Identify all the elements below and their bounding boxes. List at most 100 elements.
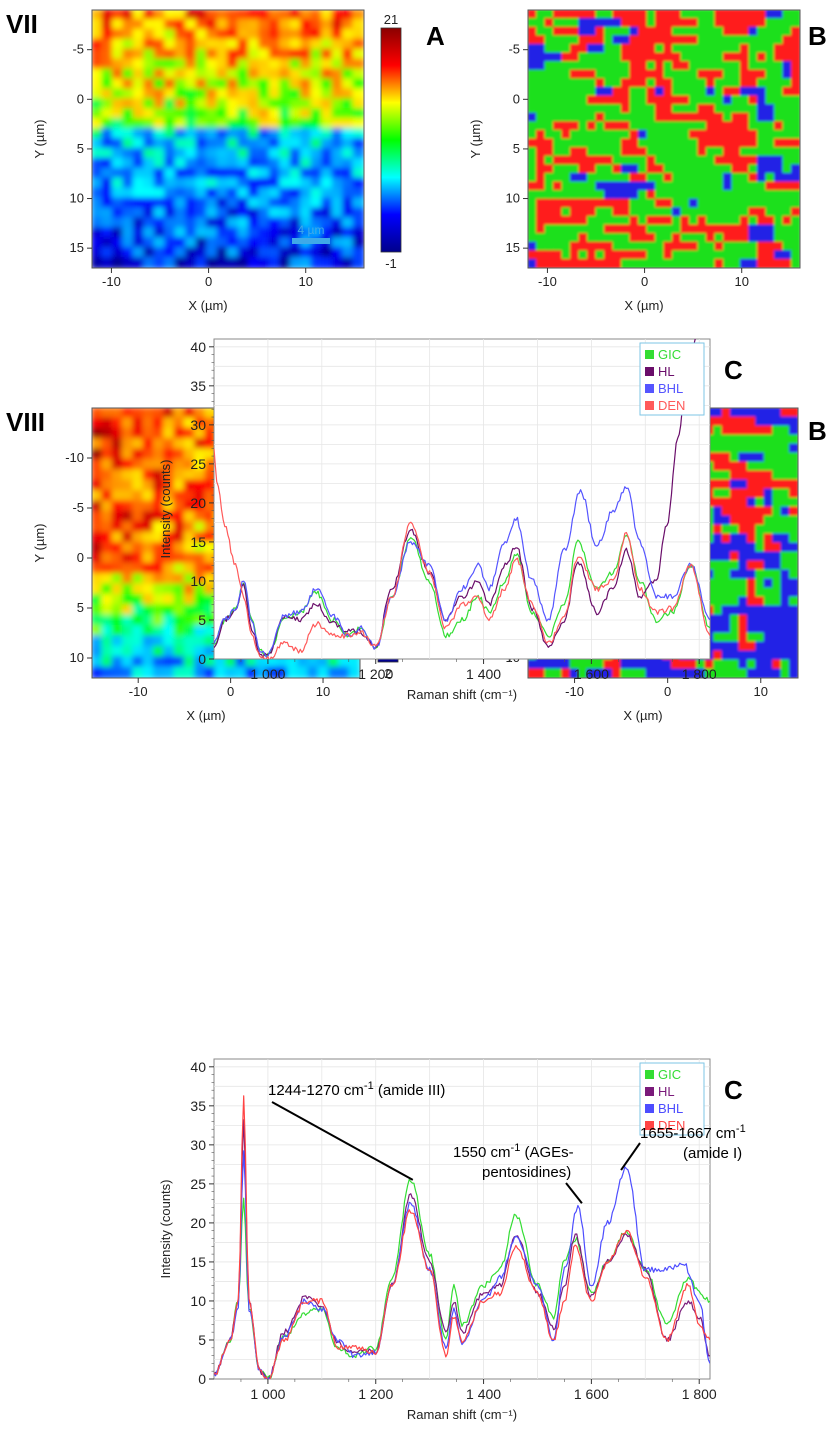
y-tick-label: 10 <box>70 191 84 206</box>
cluster-cell <box>629 43 639 54</box>
heatmap-cell <box>92 18 104 31</box>
heatmap-cell <box>92 427 104 441</box>
cluster-cell <box>646 43 656 54</box>
cluster-cell <box>552 659 563 670</box>
heatmap-cell <box>132 257 146 268</box>
heatmap-cell <box>352 167 364 180</box>
heatmap-cell <box>300 217 313 230</box>
cluster-cell <box>791 35 800 45</box>
cluster-cell <box>723 207 733 217</box>
cluster-cell <box>714 129 724 140</box>
cluster-cell <box>765 207 775 217</box>
cluster-cell <box>706 233 716 243</box>
cluster-cell <box>774 181 784 192</box>
cluster-cell <box>544 147 554 157</box>
heatmap-cell <box>153 207 167 220</box>
heatmap-cell <box>268 197 282 210</box>
cluster-cell <box>595 43 605 54</box>
cluster-cell <box>680 215 690 226</box>
cluster-cell <box>706 129 716 140</box>
heatmap-cell <box>153 197 167 210</box>
heatmap-cell <box>194 656 207 669</box>
heatmap-cell <box>142 469 155 482</box>
cluster-cell <box>757 190 767 200</box>
cluster-cell <box>528 95 537 106</box>
y-tick-label: 20 <box>190 495 206 511</box>
heatmap-cell <box>92 562 104 576</box>
heatmap-cell <box>342 18 355 31</box>
heatmap-cell <box>289 118 303 131</box>
cluster-cell <box>706 43 716 54</box>
cluster-cell <box>528 258 537 268</box>
cluster-cell <box>763 408 774 418</box>
cluster-cell <box>713 632 723 643</box>
cluster-cell <box>587 43 597 54</box>
heatmap-cell <box>142 531 155 544</box>
cluster-cell <box>782 112 792 123</box>
cluster-cell <box>789 443 798 454</box>
y-tick-label: 5 <box>198 1332 206 1348</box>
annotation-arrow-ages <box>565 1182 583 1204</box>
cluster-cell <box>528 138 537 149</box>
cluster-cell <box>780 668 791 678</box>
heatmap-cell <box>153 118 167 131</box>
cluster-cell <box>704 668 715 678</box>
cluster-cell <box>780 641 791 652</box>
heatmap-cell <box>153 227 167 240</box>
heatmap-cell <box>258 108 271 121</box>
cluster-cell <box>553 10 563 20</box>
heatmap-cell <box>194 479 207 493</box>
heatmap-cell <box>132 427 145 441</box>
heatmap-cell <box>206 98 219 111</box>
heatmap-cell <box>111 448 124 461</box>
cluster-cell <box>662 668 672 678</box>
cluster-cell <box>570 155 580 166</box>
heatmap-cell <box>352 78 364 91</box>
cluster-cell <box>621 147 631 157</box>
heatmap-cell <box>152 625 166 638</box>
cluster-cell <box>570 95 580 106</box>
heatmap-cell <box>268 147 282 160</box>
heatmap-cell <box>163 448 176 461</box>
heatmap-cell <box>92 28 104 41</box>
cluster-cell <box>714 155 724 166</box>
cluster-cell <box>655 233 665 243</box>
heatmap-cell <box>289 207 303 220</box>
cluster-cell <box>755 578 765 589</box>
heatmap-cell <box>195 237 209 250</box>
heatmap-cell <box>153 18 167 31</box>
cluster-cell <box>680 233 690 243</box>
cluster-cell <box>765 190 775 200</box>
series-line-bhl <box>214 1150 710 1379</box>
cluster-cell <box>595 241 605 252</box>
cluster-cell <box>646 215 656 226</box>
heatmap-cell <box>132 604 145 617</box>
cluster-cell <box>723 233 733 243</box>
cluster-cell <box>731 215 741 226</box>
cluster-cell <box>757 207 767 217</box>
heatmap-cell <box>289 98 303 111</box>
cluster-cell <box>765 112 775 123</box>
cluster-cell <box>765 181 775 192</box>
heatmap-cell <box>101 237 114 250</box>
cluster-cell <box>536 129 546 140</box>
cluster-cell <box>587 241 597 252</box>
cluster-cell <box>730 560 740 571</box>
heatmap-cell <box>111 88 125 101</box>
cluster-cell <box>791 95 800 106</box>
heatmap-cell <box>111 625 124 638</box>
cluster-cell <box>791 129 800 140</box>
heatmap-cell <box>268 128 282 140</box>
cluster-cell <box>755 506 765 517</box>
heatmap-cell <box>331 38 345 51</box>
heatmap-cell <box>122 18 135 31</box>
heatmap-cell <box>164 108 177 121</box>
heatmap-cell <box>342 167 355 180</box>
cluster-cell <box>587 155 597 166</box>
heatmap-cell <box>132 177 146 190</box>
heatmap-cell <box>101 583 114 596</box>
cluster-cell <box>663 147 673 157</box>
heatmap-cell <box>185 98 198 111</box>
cluster-cell <box>621 241 631 252</box>
